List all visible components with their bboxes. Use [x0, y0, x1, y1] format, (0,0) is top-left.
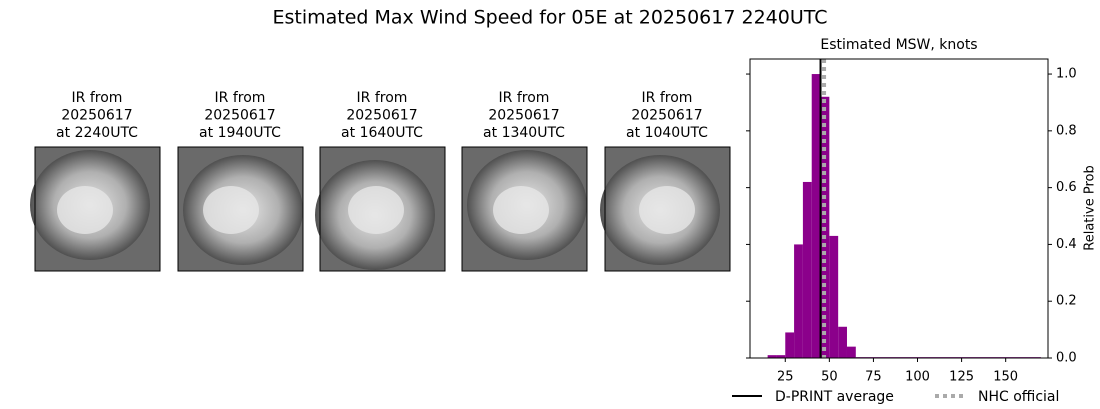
x-tick-label: 125 [949, 370, 974, 385]
x-tick-label: 75 [865, 370, 882, 385]
figure-title: Estimated Max Wind Speed for 05E at 2025… [272, 7, 827, 29]
panel-title: at 1340UTC [483, 125, 565, 141]
chart-title: Estimated MSW, knots [820, 37, 977, 53]
panel-title: 20250617 [346, 108, 417, 124]
y-axis-label: Relative Prob [1083, 165, 1098, 250]
histogram-bar [838, 326, 847, 358]
plot-frame [749, 58, 1049, 359]
histogram-bar [785, 332, 795, 358]
x-tick-label: 50 [821, 370, 838, 385]
histogram-bar [776, 355, 786, 358]
histogram-bar [811, 74, 821, 359]
cloud-core [203, 186, 259, 234]
ir-image [315, 146, 446, 272]
ir-frame [604, 146, 731, 272]
panel-title: 20250617 [204, 108, 275, 124]
histogram-bar [794, 244, 803, 358]
ir-image [30, 146, 161, 272]
panel-title: IR from [72, 90, 123, 106]
panel-title: 20250617 [61, 108, 132, 124]
panel-title: IR from [499, 90, 550, 106]
y-tick-label: 0.4 [1056, 237, 1077, 252]
panel-title: at 2240UTC [56, 125, 138, 141]
panel-title: IR from [215, 90, 266, 106]
panel-title: at 1640UTC [341, 125, 423, 141]
legend-label: D-PRINT average [775, 389, 894, 405]
x-tick-label: 25 [777, 370, 794, 385]
panel-title: IR from [357, 90, 408, 106]
ir-frame [319, 146, 446, 272]
ir-frame [461, 146, 588, 272]
y-tick-label: 0.0 [1056, 351, 1077, 366]
panel-title: 20250617 [488, 108, 559, 124]
legend-label: NHC official [978, 389, 1059, 405]
histogram-bar [829, 235, 839, 358]
histogram-bar [802, 181, 812, 358]
ir-frame [177, 146, 304, 272]
histogram-bar [767, 355, 777, 358]
histogram-chart: Estimated MSW, knots D-PRINT average NHC o… [732, 37, 1098, 405]
ir-image [177, 146, 304, 272]
cloud-core [348, 186, 404, 234]
panel-title: IR from [642, 90, 693, 106]
panel-title: at 1040UTC [626, 125, 708, 141]
x-tick-label: 100 [905, 370, 930, 385]
y-tick-label: 0.2 [1056, 294, 1077, 309]
panel-title: 20250617 [631, 108, 702, 124]
histogram-bar [846, 346, 856, 358]
cloud-core [493, 186, 549, 234]
ir-frame [34, 146, 161, 272]
cloud-core [639, 186, 695, 234]
cloud-core [57, 186, 113, 234]
ir-image [461, 146, 588, 272]
y-tick-label: 0.8 [1056, 123, 1077, 138]
ir-image [600, 146, 731, 272]
x-tick-label: 150 [993, 370, 1018, 385]
y-tick-label: 0.6 [1056, 180, 1077, 195]
panel-title: at 1940UTC [199, 125, 281, 141]
y-tick-label: 1.0 [1056, 67, 1077, 82]
